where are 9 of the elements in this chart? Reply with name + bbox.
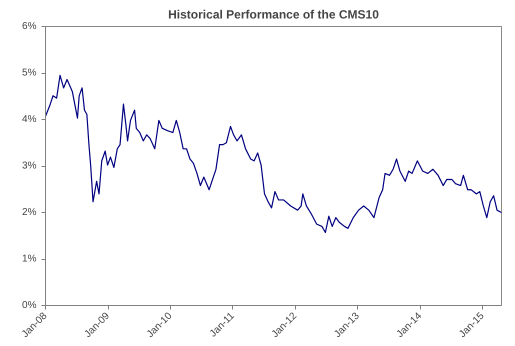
y-tick-label: 4%: [22, 114, 37, 125]
y-tick-label: 2%: [22, 207, 37, 218]
y-tick-label: 6%: [22, 21, 37, 32]
chart-title: Historical Performance of the CMS10: [168, 8, 380, 22]
y-tick-label: 0%: [22, 300, 37, 311]
y-tick-label: 1%: [22, 254, 37, 264]
line-series: [46, 74, 502, 234]
y-tick-label: 5%: [22, 68, 37, 78]
y-tick-label: 3%: [22, 160, 37, 172]
